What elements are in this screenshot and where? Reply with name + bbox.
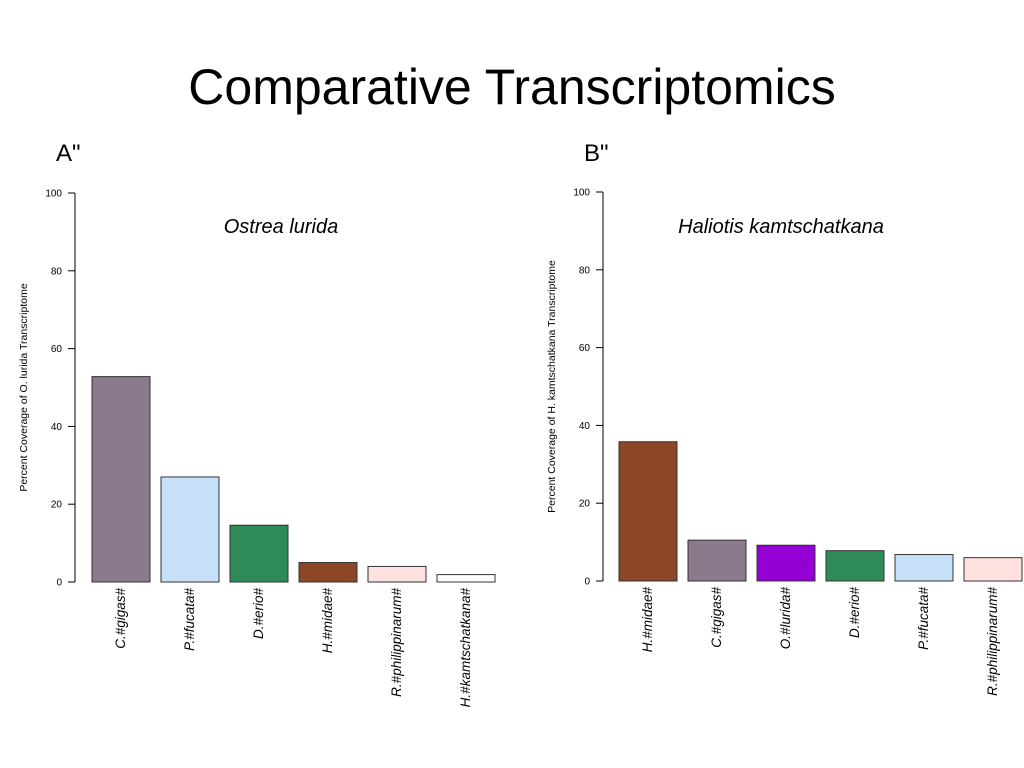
chart1-y-tick-label: 40 — [51, 422, 63, 433]
panel-a-label: A" — [56, 140, 81, 167]
chart2-bar — [825, 550, 885, 582]
chart1-bar — [160, 476, 220, 583]
chart2-bar — [756, 544, 816, 582]
chart1-category-label: C.#gigas# — [113, 588, 128, 649]
chart2-category-label: R.#philippinarum# — [985, 587, 1000, 696]
chart2-category-label: O.#lurida# — [778, 587, 793, 650]
chart1-y-axis-label: Percent Coverage of O. lurida Transcript… — [18, 283, 30, 492]
chart2-title: Haliotis kamtschatkana — [678, 216, 884, 238]
chart1-y-tick-label: 20 — [51, 500, 63, 511]
chart1-category-label: D.#erio# — [251, 588, 266, 640]
slide-title: Comparative Transcriptomics — [188, 59, 836, 115]
chart1-category-label: H.#kamtschatkana# — [458, 588, 473, 708]
chart1-bar — [298, 562, 358, 583]
chart2-category-label: C.#gigas# — [709, 587, 724, 648]
chart2-y-tick-label: 40 — [579, 421, 591, 432]
chart1-y-tick-label: 80 — [51, 266, 63, 277]
chart2-y-tick-label: 100 — [573, 188, 590, 199]
chart2-category-label: P.#fucata# — [916, 587, 931, 650]
chart2-y-tick-label: 80 — [579, 265, 591, 276]
chart2-bar — [963, 557, 1023, 582]
chart2-y-tick-label: 60 — [579, 343, 591, 354]
chart1-category-label: H.#midae# — [320, 588, 335, 654]
chart1-y-tick-label: 60 — [51, 344, 63, 355]
chart1-bar — [229, 524, 289, 583]
chart2-category-label: D.#erio# — [847, 587, 862, 639]
chart1-title: Ostrea lurida — [224, 216, 339, 238]
chart1-category-label: R.#philippinarum# — [389, 588, 404, 697]
chart1-bar — [367, 565, 427, 583]
chart1-y-tick-label: 100 — [45, 189, 62, 200]
chart2-y-axis-label: Percent Coverage of H. kamtschatkana Tra… — [546, 260, 558, 513]
chart1-category-label: P.#fucata# — [182, 588, 197, 651]
chart2-bar — [687, 539, 747, 582]
panel-b-label: B" — [584, 140, 609, 167]
chart1-bar — [436, 574, 496, 583]
chart1-bar — [91, 376, 151, 583]
chart2-y-tick-label: 20 — [579, 499, 591, 510]
chart2-category-label: H.#midae# — [640, 587, 655, 653]
chart2-y-tick-label: 0 — [584, 577, 590, 588]
chart2-bar — [618, 441, 678, 582]
chart1-y-tick-label: 0 — [56, 578, 62, 589]
chart2-bar — [894, 554, 954, 582]
